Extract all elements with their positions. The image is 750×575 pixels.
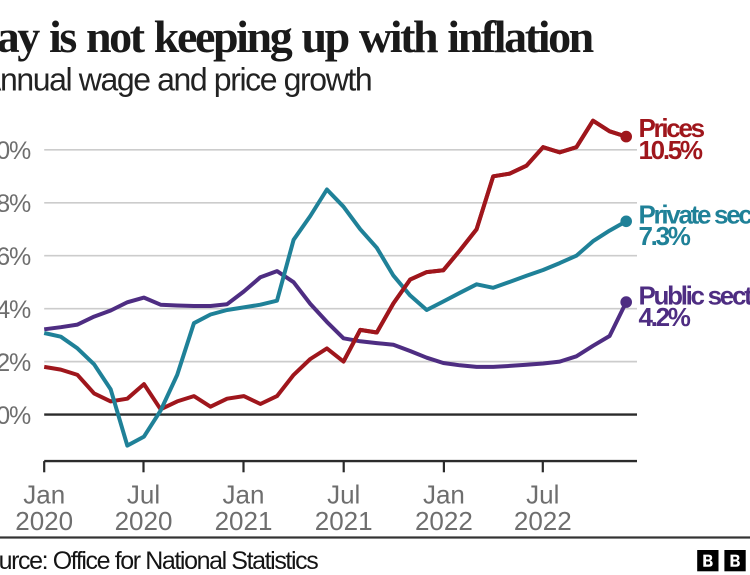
svg-text:10%: 10% — [0, 137, 31, 165]
svg-text:4%: 4% — [0, 296, 31, 324]
svg-text:2021: 2021 — [215, 506, 273, 536]
svg-text:Public sector: Public sector — [639, 280, 750, 310]
svg-text:6%: 6% — [0, 243, 31, 271]
svg-text:Jan: Jan — [23, 479, 65, 509]
svg-text:0%: 0% — [0, 402, 31, 430]
svg-text:Annual wage and price growth: Annual wage and price growth — [0, 62, 371, 98]
svg-text:Jan: Jan — [423, 479, 465, 509]
svg-text:2021: 2021 — [315, 506, 373, 536]
svg-text:2022: 2022 — [415, 506, 473, 536]
svg-text:2022: 2022 — [514, 506, 572, 536]
svg-text:7.3%: 7.3% — [639, 221, 691, 251]
svg-text:Prices: Prices — [639, 113, 705, 143]
svg-text:Pay is not keeping up with inf: Pay is not keeping up with inflation — [0, 11, 594, 62]
svg-text:10.5%: 10.5% — [639, 135, 703, 165]
svg-text:2020: 2020 — [15, 506, 73, 536]
svg-text:4.2%: 4.2% — [639, 302, 691, 332]
svg-text:Jul: Jul — [526, 479, 559, 509]
svg-text:Jul: Jul — [127, 479, 160, 509]
svg-text:8%: 8% — [0, 190, 31, 218]
svg-text:Source: Office for National St: Source: Office for National Statistics — [0, 547, 318, 575]
svg-text:2020: 2020 — [115, 506, 173, 536]
svg-text:2%: 2% — [0, 349, 31, 377]
svg-text:Private sector: Private sector — [639, 200, 750, 230]
svg-text:Jan: Jan — [223, 479, 265, 509]
svg-text:Jul: Jul — [327, 479, 360, 509]
